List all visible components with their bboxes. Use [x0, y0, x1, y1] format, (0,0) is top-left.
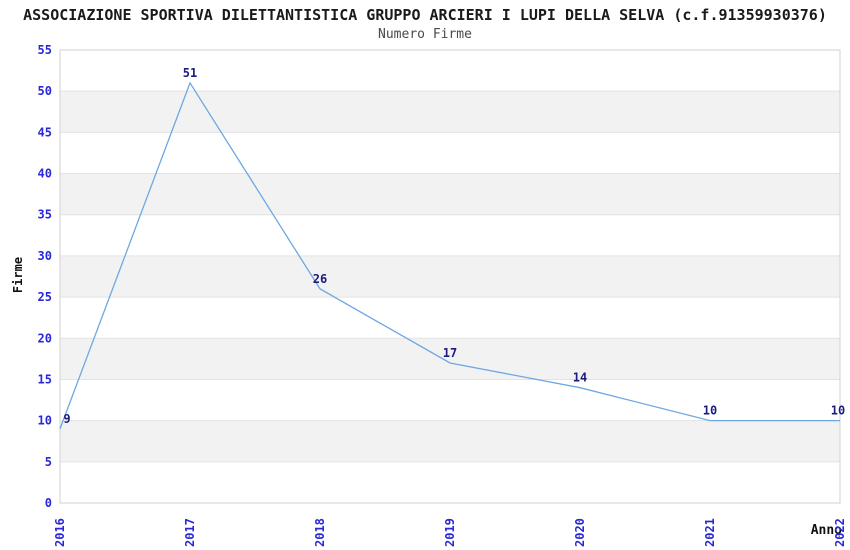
y-tick-label: 35: [38, 208, 52, 222]
plot-band: [60, 420, 840, 462]
point-label: 26: [313, 272, 327, 286]
y-tick-label: 5: [45, 455, 52, 469]
point-label: 10: [703, 404, 717, 418]
chart-subtitle: Numero Firme: [378, 27, 472, 42]
series-line: [59, 81, 840, 430]
point-label: 51: [183, 66, 197, 80]
x-tick-label: 2020: [573, 518, 587, 547]
x-tick-label: 2019: [443, 518, 457, 547]
x-tick-label: 2021: [703, 518, 717, 547]
plot-border: [59, 49, 841, 504]
plot-band: [60, 338, 840, 380]
y-tick-label: 25: [38, 290, 52, 304]
x-tick-label: 2018: [313, 518, 327, 547]
y-tick-label: 50: [38, 84, 52, 98]
y-tick-label: 15: [38, 372, 52, 386]
plot-band: [60, 255, 840, 298]
x-tick-label: 2022: [833, 518, 847, 547]
x-tick-label: 2017: [183, 518, 197, 547]
y-tick-label: 20: [38, 331, 52, 345]
y-tick-label: 10: [38, 414, 52, 428]
plot-band: [60, 173, 840, 215]
y-tick-label: 45: [38, 125, 52, 139]
point-label: 10: [831, 404, 845, 418]
point-label: 17: [443, 346, 457, 360]
chart-title: ASSOCIAZIONE SPORTIVA DILETTANTISTICA GR…: [23, 6, 827, 24]
y-tick-label: 30: [38, 249, 52, 263]
x-tick-label: 2016: [53, 518, 67, 547]
y-tick-label: 40: [38, 167, 52, 181]
point-label: 14: [573, 371, 587, 385]
y-tick-label: 0: [45, 496, 52, 510]
x-axis-title: Anno: [810, 523, 842, 538]
point-label: 9: [63, 412, 70, 426]
y-tick-label: 55: [38, 43, 52, 57]
plot-band: [60, 91, 840, 133]
